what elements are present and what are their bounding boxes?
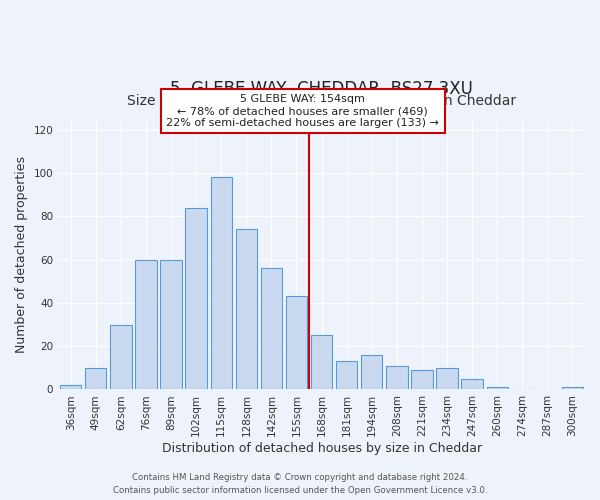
Bar [136, 260, 157, 390]
Y-axis label: Number of detached properties: Number of detached properties [15, 156, 28, 352]
Bar [361, 355, 382, 390]
Bar [286, 296, 307, 390]
Bar [261, 268, 282, 390]
Bar [311, 336, 332, 390]
Bar [487, 388, 508, 390]
Bar [562, 388, 583, 390]
X-axis label: Distribution of detached houses by size in Cheddar: Distribution of detached houses by size … [161, 442, 482, 455]
Bar [461, 378, 483, 390]
Text: Contains HM Land Registry data © Crown copyright and database right 2024.
Contai: Contains HM Land Registry data © Crown c… [113, 474, 487, 495]
Text: 5 GLEBE WAY: 154sqm
← 78% of detached houses are smaller (469)
22% of semi-detac: 5 GLEBE WAY: 154sqm ← 78% of detached ho… [166, 94, 439, 128]
Bar [211, 178, 232, 390]
Bar [236, 230, 257, 390]
Bar [160, 260, 182, 390]
Bar [185, 208, 207, 390]
Bar [386, 366, 407, 390]
Bar [110, 324, 131, 390]
Text: Size of property relative to detached houses in Cheddar: Size of property relative to detached ho… [127, 94, 516, 108]
Bar [336, 362, 358, 390]
Bar [60, 385, 82, 390]
Bar [436, 368, 458, 390]
Title: 5, GLEBE WAY, CHEDDAR, BS27 3XU: 5, GLEBE WAY, CHEDDAR, BS27 3XU [170, 80, 473, 98]
Bar [85, 368, 106, 390]
Bar [411, 370, 433, 390]
